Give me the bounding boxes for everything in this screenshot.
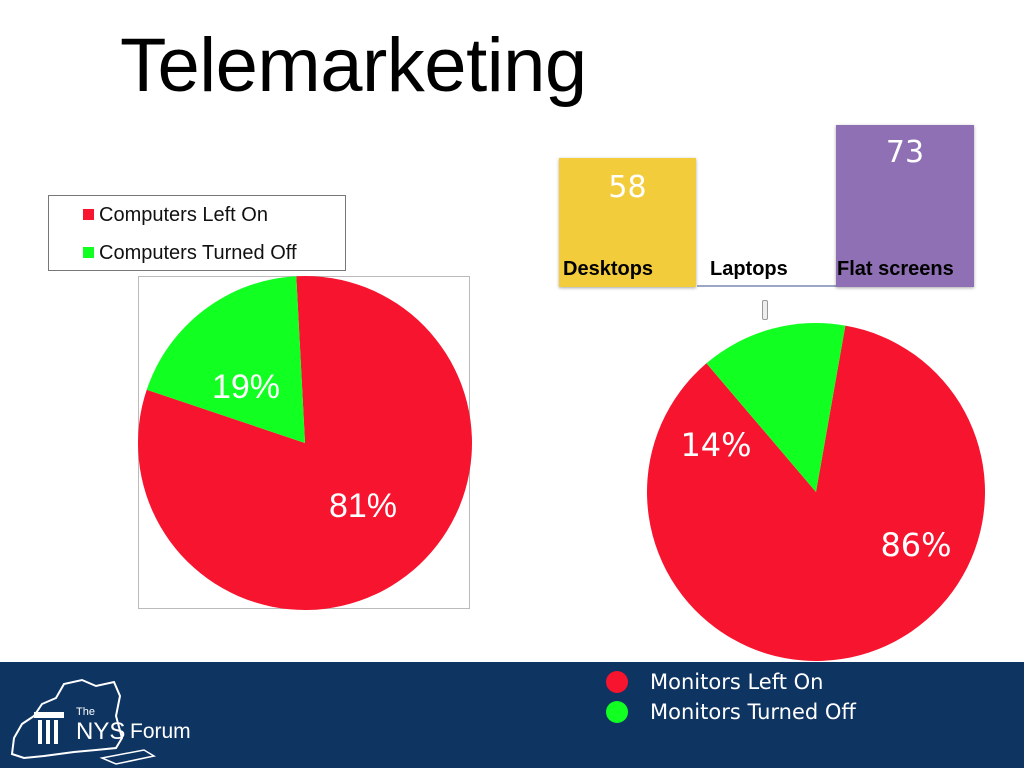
legend-swatch-red [83, 209, 94, 220]
monitors-slice-label: 86% [880, 526, 951, 564]
bar-label-flat-screens: Flat screens [837, 258, 954, 280]
computers-slice-computers-turned-off [146, 276, 305, 443]
legend-label: Monitors Turned Off [650, 700, 856, 724]
logo-text-forum: Forum [130, 720, 191, 743]
bar-label-desktops: Desktops [563, 258, 654, 280]
nys-forum-logo: The NYS Forum [4, 676, 204, 765]
computers-slice-label: 81% [329, 487, 397, 525]
logo-text-nys: NYS [76, 718, 126, 745]
bar-desktops: 58 [559, 158, 696, 287]
logo-text-the: The [76, 706, 95, 718]
bar-label-laptops: Laptops [710, 258, 788, 280]
footer-bar: The NYS Forum Monitors Left On Monitors … [0, 662, 1024, 768]
legend-dot-red [606, 671, 628, 693]
legend-label: Computers Turned Off [99, 242, 297, 264]
computers-slice-computers-left-on [138, 276, 472, 610]
legend-item-computers-left-on: Computers Left On [83, 204, 268, 227]
legend-label: Computers Left On [99, 204, 268, 226]
slide-title: Telemarketing [120, 23, 587, 108]
computers-slice-label: 19% [212, 368, 280, 406]
legend-swatch-green [83, 247, 94, 258]
bar-value-desktops: 58 [608, 170, 647, 205]
legend-item-monitors-left-on: Monitors Left On [606, 670, 823, 694]
legend-dot-green [606, 701, 628, 723]
new-york-state-map-logo-icon [10, 678, 157, 765]
bar-laptops [697, 285, 837, 287]
bar-flat-screens: 73 [836, 125, 974, 287]
legend-item-monitors-turned-off: Monitors Turned Off [606, 700, 856, 724]
device-bar-chart: 58 73 Desktops Laptops Flat screens [556, 120, 976, 320]
monitors-slice-monitors-left-on [646, 325, 985, 661]
legend-item-computers-turned-off: Computers Turned Off [83, 242, 297, 265]
monitors-slice-label: 14% [680, 426, 751, 464]
bar-stub-marker [762, 300, 768, 320]
legend-label: Monitors Left On [650, 670, 824, 694]
bar-value-flat-screens: 73 [885, 135, 925, 170]
computers-legend: Computers Left On Computers Turned Off [48, 195, 346, 271]
monitors-slice-monitors-turned-off [706, 323, 846, 492]
